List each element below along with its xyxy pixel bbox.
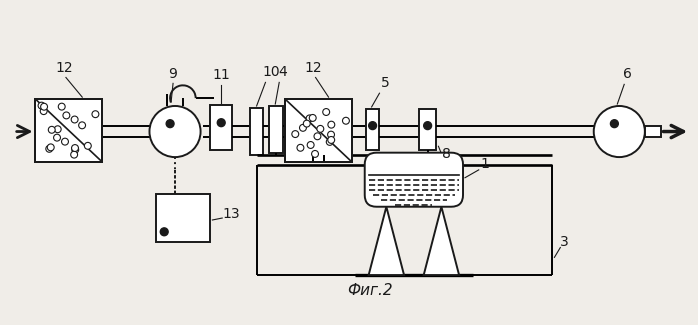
Circle shape <box>84 142 91 149</box>
Circle shape <box>343 117 350 124</box>
Text: 10: 10 <box>262 66 280 80</box>
Circle shape <box>48 126 55 133</box>
Circle shape <box>47 144 54 151</box>
Text: 13: 13 <box>222 207 240 221</box>
Circle shape <box>63 112 70 119</box>
Circle shape <box>314 133 321 140</box>
Circle shape <box>72 146 79 153</box>
Circle shape <box>424 122 431 130</box>
Circle shape <box>40 103 47 110</box>
Text: 1: 1 <box>481 157 489 171</box>
Text: 5: 5 <box>381 76 389 90</box>
Circle shape <box>70 151 77 158</box>
Bar <box>269 106 283 153</box>
Circle shape <box>317 125 324 132</box>
Circle shape <box>58 103 65 110</box>
Circle shape <box>161 228 168 236</box>
Circle shape <box>369 122 376 130</box>
Text: 4: 4 <box>279 66 288 80</box>
Circle shape <box>594 106 645 157</box>
Polygon shape <box>369 207 404 275</box>
Circle shape <box>328 121 335 128</box>
Circle shape <box>328 136 334 143</box>
Circle shape <box>54 126 61 133</box>
Text: 3: 3 <box>560 235 569 249</box>
Circle shape <box>79 122 86 129</box>
Bar <box>36 99 103 162</box>
Bar <box>645 126 660 137</box>
Circle shape <box>40 108 47 114</box>
Circle shape <box>327 131 334 138</box>
Circle shape <box>299 124 306 131</box>
Bar <box>210 105 232 150</box>
Bar <box>285 99 352 162</box>
Circle shape <box>38 102 45 109</box>
Text: 9: 9 <box>169 68 177 82</box>
Bar <box>419 109 436 150</box>
Circle shape <box>71 116 78 123</box>
Circle shape <box>61 138 68 145</box>
Circle shape <box>46 145 53 152</box>
Polygon shape <box>424 207 459 275</box>
FancyBboxPatch shape <box>365 153 463 207</box>
Circle shape <box>92 111 99 118</box>
Text: 11: 11 <box>212 69 230 83</box>
Circle shape <box>292 131 299 137</box>
Circle shape <box>149 106 200 157</box>
Bar <box>36 99 103 162</box>
Text: 12: 12 <box>55 60 73 74</box>
Text: 6: 6 <box>623 68 632 82</box>
Circle shape <box>326 138 333 145</box>
Circle shape <box>217 119 225 127</box>
Text: 8: 8 <box>443 147 451 161</box>
Circle shape <box>307 142 314 149</box>
Circle shape <box>306 115 313 122</box>
Circle shape <box>72 145 78 151</box>
Text: 12: 12 <box>305 60 322 74</box>
Circle shape <box>309 114 316 121</box>
Circle shape <box>297 144 304 151</box>
Circle shape <box>54 134 61 141</box>
Circle shape <box>304 120 310 127</box>
Bar <box>366 109 380 150</box>
Bar <box>250 108 263 155</box>
Circle shape <box>311 150 318 157</box>
Text: Фиг.2: Фиг.2 <box>347 283 392 298</box>
Circle shape <box>611 120 618 128</box>
Bar <box>285 99 352 162</box>
Circle shape <box>322 109 329 115</box>
Bar <box>156 194 210 241</box>
Circle shape <box>166 120 174 128</box>
